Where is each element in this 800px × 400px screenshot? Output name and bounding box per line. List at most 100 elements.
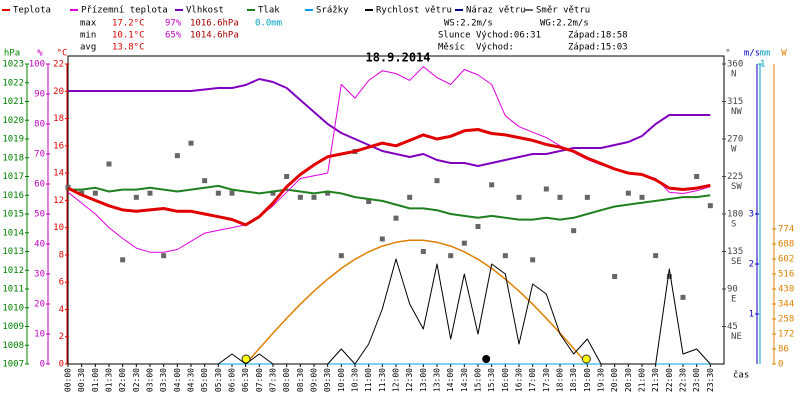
stat: 97% [165, 19, 182, 29]
tick-label: 344 [778, 300, 794, 310]
legend-label: Srážky [316, 6, 349, 16]
direction-point [707, 203, 713, 209]
tick-label: 45 [727, 322, 738, 332]
wind-stat: WS:2.2m/s [444, 19, 493, 29]
sun-event [241, 354, 251, 364]
x-tick-label: 17:30 [542, 368, 551, 392]
x-tick-label: 07:30 [269, 368, 278, 392]
direction-point [516, 194, 522, 200]
stat: 1016.6hPa [190, 19, 239, 29]
direction-point [584, 194, 590, 200]
tick-label: 1020 [2, 116, 24, 126]
direction-point [461, 240, 467, 246]
direction-point [270, 190, 276, 196]
tick-label: 14 [53, 169, 64, 179]
axis-unit: % [37, 49, 43, 59]
tick-label: 225 [727, 172, 743, 182]
direction-point [92, 190, 98, 196]
x-tick-label: 08:00 [282, 368, 291, 392]
chart-title: 18.9.2014 [365, 51, 430, 65]
direction-point [174, 153, 180, 159]
tick-label: 60 [34, 180, 45, 190]
x-tick-label: 17:00 [528, 368, 537, 392]
tick-label: 1019 [2, 135, 24, 145]
tick-label: 10 [53, 223, 64, 233]
tick-label: 70 [34, 150, 45, 160]
stat: 13.8°C [112, 43, 145, 53]
tick-label: 774 [778, 225, 794, 235]
x-tick-label: 12:00 [392, 368, 401, 392]
x-tick-label: 00:00 [64, 368, 73, 392]
direction-point [229, 190, 235, 196]
x-tick-label: 02:00 [118, 368, 127, 392]
direction-point [215, 190, 221, 196]
tick-label: 86 [778, 345, 789, 355]
x-tick-label: 18:00 [556, 368, 565, 392]
x-tick-label: 15:30 [487, 368, 496, 392]
direction-point [297, 194, 303, 200]
stat: max [80, 19, 97, 29]
tick-label: 2 [59, 332, 64, 342]
direction-point [106, 161, 112, 167]
sun-event [581, 354, 591, 364]
x-tick-label: 21:30 [651, 368, 660, 392]
tick-label: 602 [778, 255, 794, 265]
tick-label: 20 [53, 87, 64, 97]
x-tick-label: 16:30 [515, 368, 524, 392]
stat: 1014.6hPa [190, 31, 239, 41]
x-tick-label: 12:30 [405, 368, 414, 392]
direction-point [133, 194, 139, 200]
tick-label: 516 [778, 270, 794, 280]
direction-point [639, 194, 645, 200]
tick-label: 90 [727, 285, 738, 295]
tick-label: 10 [34, 330, 45, 340]
astro-stat: Slunce [438, 31, 471, 41]
direction-point [161, 253, 167, 259]
x-tick-label: 22:00 [665, 368, 674, 392]
x-tick-label: 19:30 [597, 368, 606, 392]
axis-unit: m/s [744, 49, 760, 59]
direction-point [434, 178, 440, 184]
direction-point [530, 257, 536, 263]
direction-point [379, 236, 385, 242]
tick-label: 6 [59, 278, 64, 288]
direction-point [79, 190, 85, 196]
direction-point [666, 274, 672, 279]
direction-point [311, 194, 317, 200]
stat: 65% [165, 31, 182, 41]
direction-point [120, 257, 126, 263]
tick-label: 688 [778, 240, 794, 250]
x-axis-label: čas [733, 370, 749, 381]
x-tick-label: 14:00 [446, 368, 455, 392]
direction-point [612, 274, 618, 279]
series-line [68, 78, 711, 167]
x-tick-label: 10:30 [351, 368, 360, 392]
tick-label: 360 [727, 60, 743, 70]
tick-label: 0 [59, 360, 64, 370]
tick-name: SE [731, 257, 742, 267]
tick-label: 22 [53, 60, 64, 70]
direction-point [680, 294, 686, 300]
tick-label: 0 [778, 360, 783, 370]
direction-point [338, 253, 344, 259]
tick-label: 8 [59, 250, 64, 260]
series-line [68, 258, 711, 365]
tick-name: W [731, 145, 737, 155]
direction-point [366, 199, 372, 204]
astro-stat: Měsíc [438, 43, 465, 53]
direction-point [448, 253, 454, 259]
axis-unit: °C [57, 49, 68, 59]
stat: 17.2°C [112, 19, 145, 29]
tick-name: S [731, 220, 736, 230]
tick-label: 1010 [2, 303, 24, 313]
x-tick-label: 10:00 [337, 368, 346, 392]
series-line [68, 184, 711, 221]
direction-point [420, 249, 426, 254]
tick-name: E [731, 295, 736, 305]
x-tick-label: 19:00 [583, 368, 592, 392]
x-tick-label: 20:30 [624, 368, 633, 392]
x-tick-label: 07:00 [255, 368, 264, 392]
tick-label: 1013 [2, 247, 24, 257]
tick-label: 20 [34, 300, 45, 310]
stat: 0.0mm [255, 19, 282, 29]
